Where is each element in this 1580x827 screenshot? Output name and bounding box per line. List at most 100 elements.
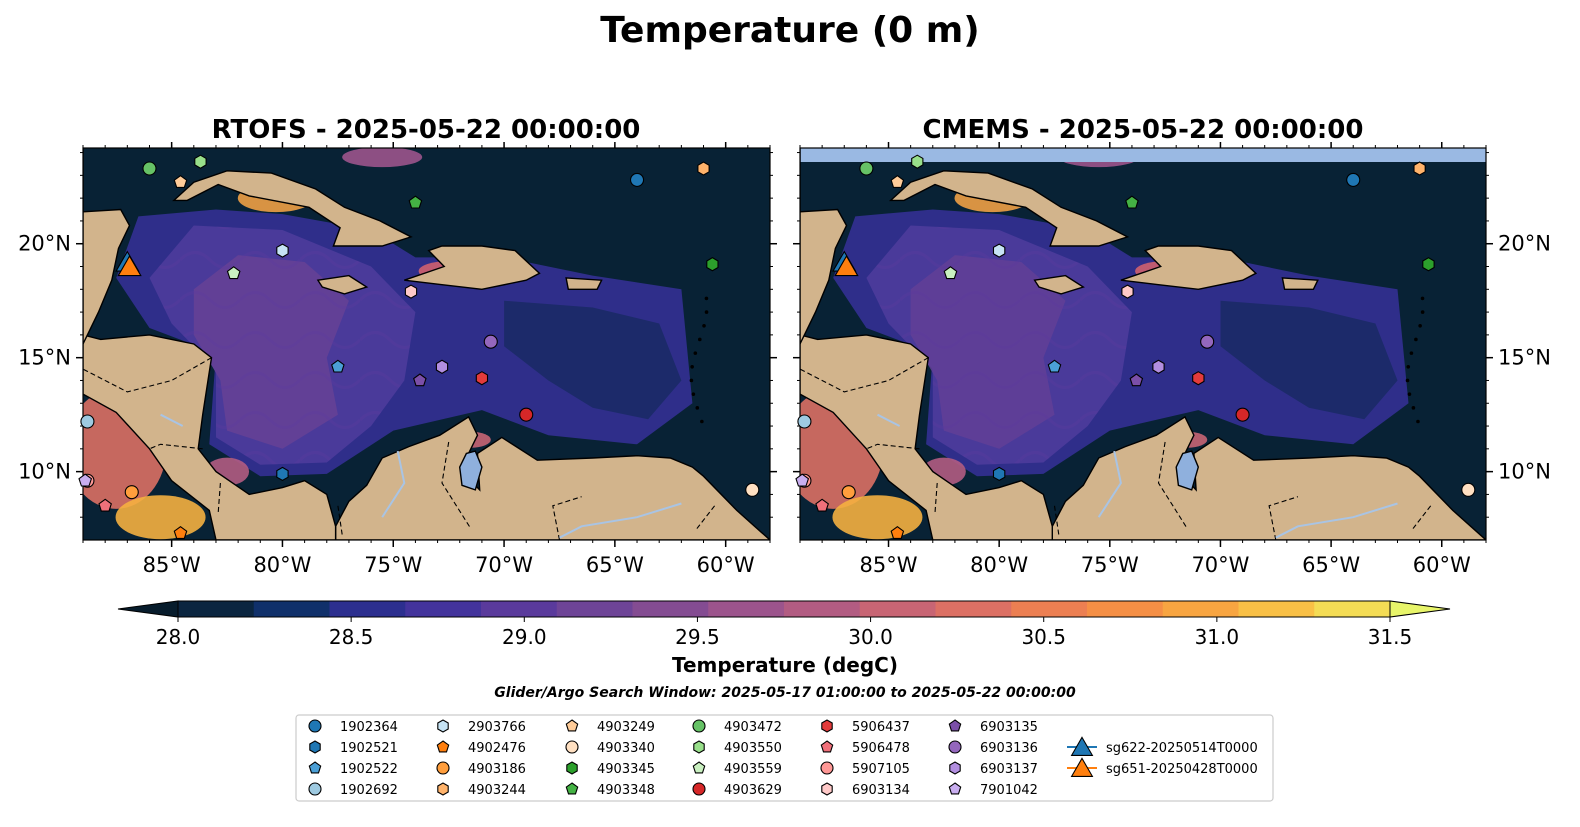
- legend-item-4902476: 4902476: [436, 740, 526, 756]
- float-marker-1902364: [629, 172, 645, 187]
- legend-item-2903766: 2903766: [437, 719, 526, 735]
- float-marker-4903186: [124, 485, 139, 500]
- float-marker-6903137: [435, 359, 449, 374]
- colorbar-tick-label: 31.0: [1195, 625, 1240, 649]
- legend-marker: [821, 719, 833, 733]
- legend-marker: [566, 761, 578, 775]
- legend-label: sg622-20250514T0000: [1106, 741, 1258, 756]
- legend-label: 4903629: [724, 783, 782, 798]
- lesser-antilles-island: [689, 378, 694, 383]
- float-marker-6903137: [1152, 359, 1165, 374]
- float-marker-6903134: [404, 284, 418, 299]
- float-marker-5906478: [98, 498, 112, 512]
- float-marker-4903186: [841, 485, 856, 500]
- legend-label: 1902692: [340, 783, 398, 798]
- colorbar-segment: [1162, 601, 1239, 617]
- country-border: [934, 482, 938, 513]
- legend-label: 5906437: [852, 720, 910, 735]
- float-marker-1902522: [1047, 359, 1062, 373]
- landmass-hispaniola: [404, 245, 541, 291]
- legend-marker: [308, 782, 322, 796]
- colorbar-segment: [405, 601, 482, 617]
- colorbar-segment: [935, 601, 1012, 617]
- lon-tick-label: 65°W: [586, 553, 644, 577]
- lake-maracaibo: [458, 450, 483, 491]
- float-marker-1902692: [80, 414, 95, 429]
- float-marker-2903766: [276, 243, 289, 258]
- lat-tick-label: 20°N: [18, 232, 71, 256]
- lesser-antilles-island: [1418, 323, 1422, 328]
- legend-label: 1902364: [340, 720, 398, 735]
- colorbar-tick-label: 30.0: [848, 625, 893, 649]
- country-border: [1412, 505, 1432, 529]
- country-border: [83, 357, 212, 393]
- legend-item-5906437: 5906437: [821, 719, 910, 735]
- colorbar-segment: [178, 601, 255, 617]
- legend-item-1902521: 1902521: [309, 740, 398, 756]
- legend-marker: [565, 719, 579, 732]
- lat-tick-label: 15°N: [1498, 346, 1551, 370]
- float-marker-4903249: [890, 175, 905, 188]
- float-marker-1902522: [331, 359, 345, 373]
- lesser-antilles-island: [1411, 406, 1416, 410]
- legend-label: 4903345: [597, 762, 655, 777]
- colorbar-tick-label: 30.5: [1021, 625, 1066, 649]
- float-marker-4903345: [706, 257, 719, 272]
- float-marker-sg651-20250428T0000: [117, 254, 142, 277]
- warm-water-patch: [342, 148, 423, 168]
- warm-water-patch: [832, 495, 923, 540]
- figure-title: Temperature (0 m): [600, 10, 979, 51]
- float-marker-7901042: [795, 473, 810, 487]
- float-marker-4903348: [408, 195, 423, 209]
- colorbar-segment: [1011, 601, 1088, 617]
- float-marker-4903348: [1125, 195, 1139, 209]
- colorbar-segment: [1314, 601, 1391, 617]
- map-frame: [799, 147, 1487, 541]
- colorbar-segment: [784, 601, 861, 617]
- float-marker-4902476: [890, 526, 905, 539]
- colorbar-frame: [177, 600, 1391, 618]
- colorbar-segment: [1087, 601, 1164, 617]
- landmass-jamaica: [316, 274, 369, 295]
- country-border: [149, 443, 203, 450]
- legend-marker: [948, 719, 962, 732]
- colorbar-extend-high: [1389, 600, 1451, 618]
- float-marker-4903340: [1461, 482, 1476, 497]
- float-marker-5906437: [475, 371, 489, 386]
- landmass-jamaica: [1033, 274, 1085, 295]
- legend-label: 4902476: [468, 741, 526, 756]
- colorbar-segment: [632, 601, 709, 617]
- colorbar-tick-label: 31.5: [1368, 625, 1413, 649]
- legend-item-4903550: 4903550: [693, 740, 782, 756]
- legend-marker: [692, 719, 706, 733]
- lon-tick-label: 60°W: [1413, 553, 1471, 577]
- legend-marker: [820, 761, 834, 775]
- river: [877, 413, 901, 427]
- legend-marker: [565, 740, 579, 754]
- lon-tick-label: 80°W: [253, 553, 311, 577]
- lesser-antilles-island: [690, 364, 694, 369]
- legend-label: 6903135: [980, 720, 1038, 735]
- legend-item-7901042: 7901042: [948, 782, 1038, 798]
- lon-tick-label: 85°W: [860, 553, 918, 577]
- legend-item-6903134: 6903134: [821, 782, 910, 798]
- legend-item-5906478: 5906478: [820, 740, 910, 756]
- landmass-hispaniola: [1120, 245, 1258, 291]
- float-marker-4903472: [142, 161, 157, 176]
- legend-marker: [436, 761, 450, 775]
- lesser-antilles-island: [1414, 337, 1418, 342]
- legend-item-4903629: 4903629: [692, 782, 782, 798]
- lon-tick-label: 60°W: [697, 553, 755, 577]
- legend-label: 4903186: [468, 762, 526, 777]
- search-window-caption: Glider/Argo Search Window: 2025-05-17 01…: [494, 685, 1076, 701]
- country-border: [337, 505, 343, 536]
- landmass-yucatan: [800, 148, 848, 345]
- landmass-centralAm: [83, 334, 337, 540]
- legend-label: 1902522: [340, 762, 398, 777]
- legend-label: sg651-20250428T0000: [1106, 762, 1258, 777]
- legend-label: 1902521: [340, 741, 398, 756]
- legend-item-4903244: 4903244: [437, 782, 526, 798]
- lat-tick-label: 10°N: [1498, 460, 1551, 484]
- colorbar-segment: [481, 601, 558, 617]
